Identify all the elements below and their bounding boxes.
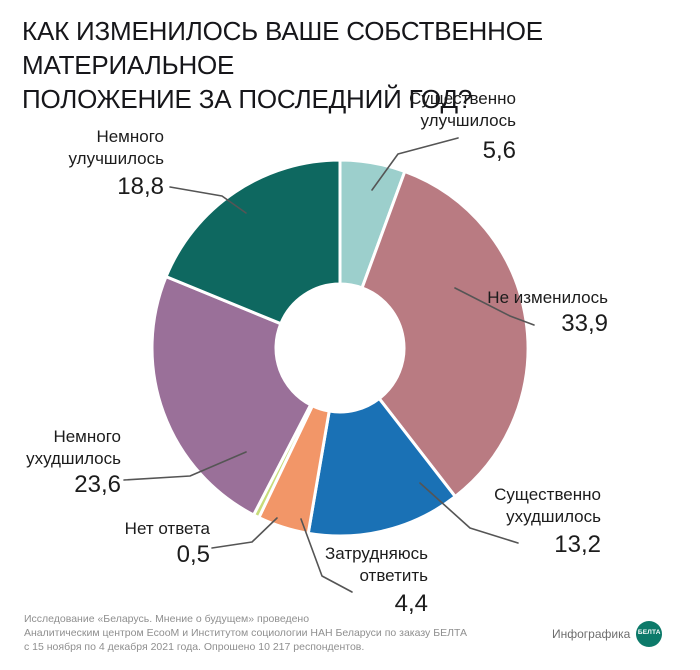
leader-line — [123, 451, 247, 481]
brand-label: Инфографика — [552, 627, 631, 641]
slice-label: Нет ответа — [125, 519, 211, 538]
slice-label: Существенно — [494, 485, 601, 504]
slice-label: Существенно — [409, 89, 516, 108]
slice-value-label: 0,5 — [177, 541, 210, 568]
donut-slice — [360, 170, 530, 499]
leader-line — [419, 482, 519, 544]
slice-label: ответить — [359, 566, 428, 585]
leader-line — [371, 137, 459, 191]
chart-title: КАК ИЗМЕНИЛОСЬ ВАШЕ СОБСТВЕННОЕ МАТЕРИАЛ… — [22, 14, 682, 116]
slice-label: улучшилось — [69, 149, 165, 168]
leader-line — [300, 518, 353, 593]
donut-slice — [150, 275, 313, 517]
slice-label: Немного — [96, 127, 164, 146]
slice-label: Не изменилось — [487, 288, 608, 307]
leader-line — [211, 517, 278, 549]
slice-label: ухудшилось — [506, 507, 601, 526]
source-note-line-3: с 15 ноября по 4 декабря 2021 года. Опро… — [24, 641, 365, 653]
slice-label: ухудшилось — [26, 449, 121, 468]
leader-line — [169, 186, 247, 214]
source-note-line-1: Исследование «Беларусь. Мнение о будущем… — [24, 613, 310, 625]
donut-slice — [306, 397, 457, 538]
slice-value-label: 18,8 — [117, 173, 164, 200]
chart-title-line-2: ПОЛОЖЕНИЕ ЗА ПОСЛЕДНИЙ ГОД? — [22, 84, 473, 114]
slice-value-label: 23,6 — [74, 471, 121, 498]
slice-label: улучшилось — [421, 111, 517, 130]
slice-value-label: 4,4 — [395, 590, 428, 617]
slice-value-label: 13,2 — [554, 531, 601, 558]
brand-credit: Инфографика БЕЛТА — [552, 621, 663, 647]
source-note: Исследование «Беларусь. Мнение о будущем… — [24, 612, 468, 654]
slice-value-label: 5,6 — [483, 137, 516, 164]
source-note-line-2: Аналитическим центром EcooM и Институтом… — [24, 627, 468, 639]
slice-label: Немного — [53, 427, 121, 446]
belta-logo-icon: БЕЛТА — [636, 621, 663, 647]
belta-logo-text: БЕЛТА — [637, 629, 661, 636]
donut-slice — [164, 158, 342, 326]
slice-value-label: 33,9 — [561, 310, 608, 337]
leader-line — [454, 287, 535, 326]
slice-label: Затрудняюсь — [325, 544, 428, 563]
chart-title-line-1: КАК ИЗМЕНИЛОСЬ ВАШЕ СОБСТВЕННОЕ МАТЕРИАЛ… — [22, 16, 543, 80]
